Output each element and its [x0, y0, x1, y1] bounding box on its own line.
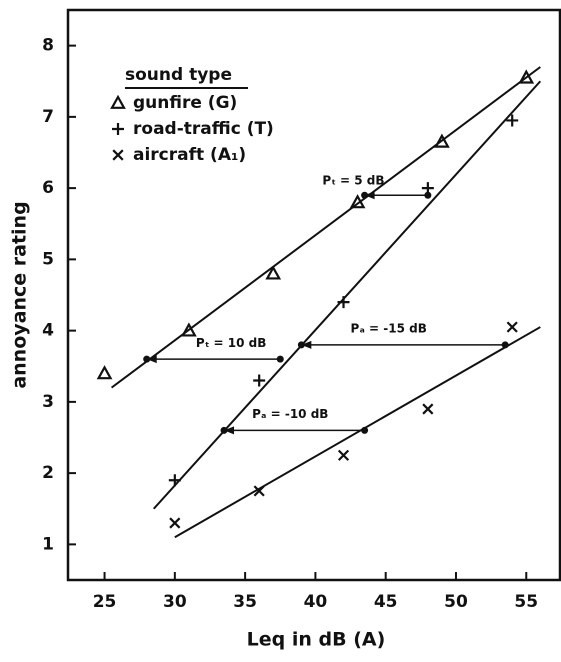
- legend-label: road-traffic (T): [133, 119, 274, 139]
- x-tick-label: 25: [93, 592, 117, 612]
- y-tick-label: 6: [42, 178, 54, 198]
- arrow-head: [301, 340, 312, 349]
- annotation: Pₜ = 5 dB: [322, 174, 384, 188]
- y-tick-label: 3: [42, 392, 54, 412]
- data-point: [253, 374, 266, 387]
- fit-line: [110, 66, 541, 389]
- data-point: [518, 69, 535, 84]
- data-point: [434, 133, 450, 148]
- y-tick-label: 2: [42, 463, 54, 483]
- arrow-end: [220, 426, 228, 434]
- arrow-end: [143, 355, 151, 363]
- x-tick-label: 35: [233, 592, 257, 612]
- data-point: [181, 322, 197, 337]
- data-point: [349, 194, 366, 209]
- x-tick-label: 30: [163, 592, 187, 612]
- legend-marker: [112, 149, 124, 161]
- data-point: [169, 517, 181, 529]
- data-point: [253, 485, 265, 497]
- plot-frame: [66, 8, 561, 582]
- legend-marker: [110, 94, 126, 109]
- data-point: [168, 474, 181, 487]
- legend-title: sound type: [125, 65, 232, 85]
- x-tick-label: 55: [514, 592, 538, 612]
- data-point: [422, 403, 434, 415]
- data-point: [96, 365, 113, 380]
- data-point: [337, 449, 350, 461]
- y-tick-label: 7: [42, 107, 54, 127]
- arrow-head: [364, 191, 375, 200]
- data-point: [506, 321, 518, 333]
- legend-label: aircraft (A₁): [133, 145, 246, 165]
- y-tick-label: 1: [42, 534, 54, 554]
- arrow-head: [146, 355, 157, 364]
- fit-line: [174, 326, 541, 539]
- data-point: [337, 296, 350, 309]
- y-tick-label: 8: [42, 36, 54, 56]
- data-point: [265, 265, 282, 280]
- x-tick-label: 50: [444, 592, 468, 612]
- arrow-end: [424, 191, 432, 199]
- arrow-end: [361, 191, 369, 199]
- x-tick-label: 45: [374, 592, 398, 612]
- y-axis-label: annoyance rating: [9, 201, 31, 388]
- x-tick-label: 40: [304, 592, 328, 612]
- y-tick-label: 5: [42, 249, 54, 269]
- arrow-end: [501, 341, 509, 349]
- annotation: Pₐ = -10 dB: [252, 407, 328, 421]
- arrow-end: [297, 341, 305, 349]
- arrow-head: [224, 426, 235, 435]
- legend-marker: [112, 123, 124, 135]
- annotation: Pₜ = 10 dB: [196, 336, 266, 350]
- legend-label: gunfire (G): [133, 93, 237, 113]
- annotation: Pₐ = -15 dB: [351, 322, 427, 336]
- fit-line: [153, 80, 542, 510]
- data-point: [506, 114, 519, 127]
- arrow-end: [361, 426, 369, 434]
- x-axis-label: Leq in dB (A): [247, 629, 386, 651]
- arrow-end: [276, 355, 284, 363]
- y-tick-label: 4: [42, 321, 54, 341]
